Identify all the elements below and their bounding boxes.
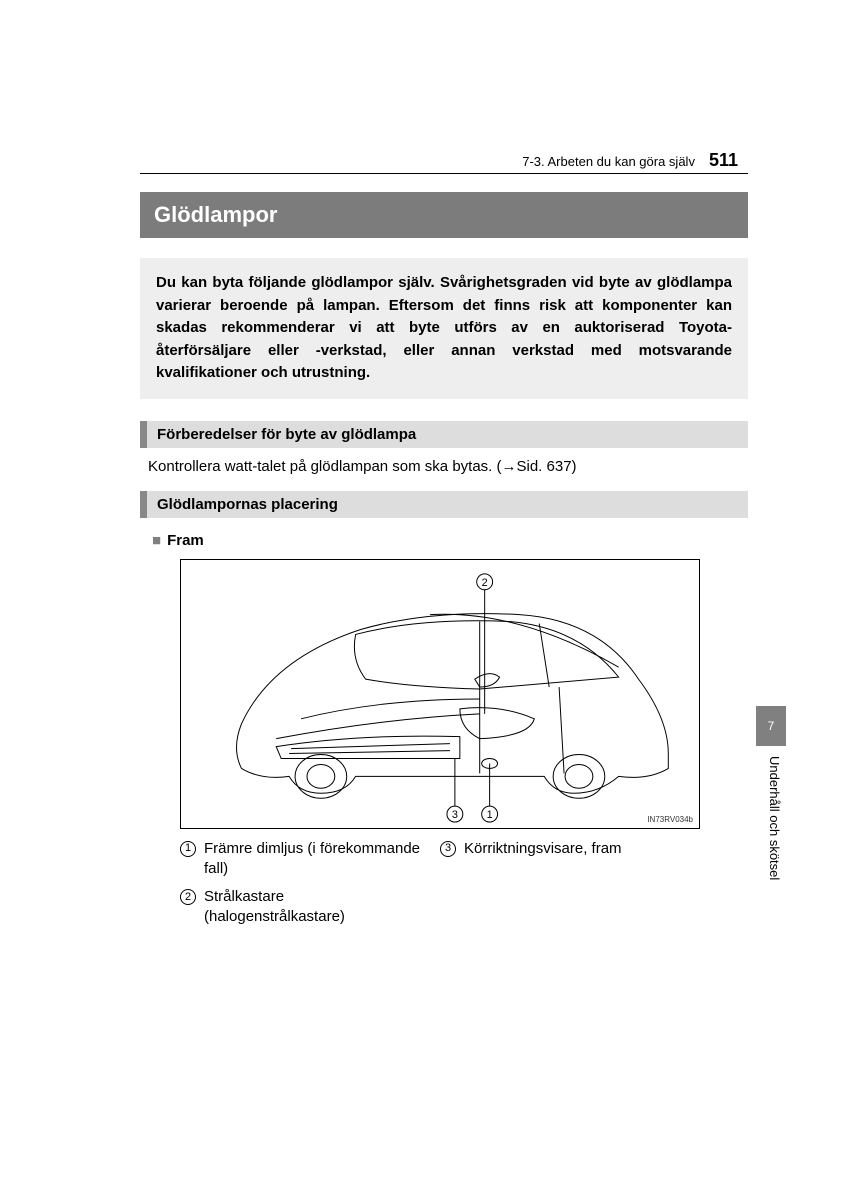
- prep-body: Kontrollera watt-talet på glödlampan som…: [140, 458, 748, 491]
- vehicle-svg: 2 3 1: [181, 560, 699, 828]
- legend-num-1: 1: [180, 841, 196, 857]
- chapter-reference: 7-3. Arbeten du kan göra själv: [522, 154, 695, 169]
- legend-text-2: Strålkastare (halogenstrålkastare): [204, 887, 420, 928]
- square-bullet-icon: ■: [152, 532, 161, 549]
- subheading-front: ■ Fram: [140, 528, 748, 559]
- legend-item-2: 2 Strålkastare (halogenstrålkastare): [180, 887, 420, 928]
- page-number: 511: [709, 150, 738, 171]
- legend-num-2: 2: [180, 889, 196, 905]
- subheading-front-label: Fram: [167, 532, 204, 549]
- callout-1: 1: [487, 809, 493, 821]
- callout-2: 2: [482, 576, 488, 588]
- section-heading-prep: Förberedelser för byte av glödlampa: [140, 421, 748, 448]
- section-heading-placement: Glödlampornas placering: [140, 491, 748, 518]
- header-rule: [140, 173, 748, 174]
- callout-3: 3: [452, 809, 458, 821]
- legend-item-1: 1 Främre dimljus (i förekommande fall): [180, 839, 420, 880]
- chapter-tab: 7: [756, 706, 786, 746]
- intro-box: Du kan byta följande glödlampor själv. S…: [140, 258, 748, 399]
- page-title: Glödlampor: [140, 192, 748, 238]
- image-code: IN73RV034b: [647, 815, 693, 824]
- legend-text-1: Främre dimljus (i förekommande fall): [204, 839, 420, 880]
- legend-num-3: 3: [440, 841, 456, 857]
- legend: 1 Främre dimljus (i förekommande fall) 2…: [180, 839, 748, 936]
- legend-text-3: Körriktningsvisare, fram: [464, 839, 622, 859]
- chapter-side-label: Underhåll och skötsel: [767, 756, 782, 880]
- vehicle-diagram: 2 3 1 IN73RV034b: [180, 559, 700, 829]
- legend-item-3: 3 Körriktningsvisare, fram: [440, 839, 680, 859]
